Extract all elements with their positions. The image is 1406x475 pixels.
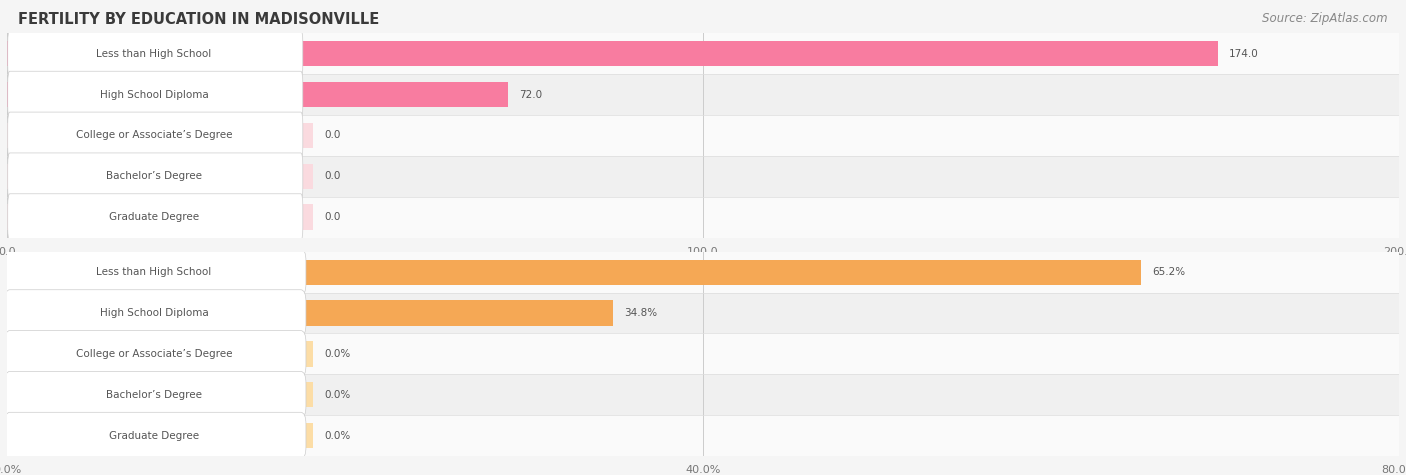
FancyBboxPatch shape — [7, 112, 302, 159]
FancyBboxPatch shape — [7, 194, 302, 240]
Bar — [7, 293, 1399, 333]
Bar — [7, 123, 314, 148]
Text: 174.0: 174.0 — [1229, 48, 1258, 59]
Text: College or Associate’s Degree: College or Associate’s Degree — [76, 349, 232, 359]
Text: College or Associate’s Degree: College or Associate’s Degree — [76, 130, 232, 141]
Bar — [7, 300, 613, 326]
FancyBboxPatch shape — [4, 290, 307, 336]
FancyBboxPatch shape — [4, 412, 307, 459]
Bar — [7, 33, 1399, 74]
Text: Less than High School: Less than High School — [97, 267, 212, 277]
FancyBboxPatch shape — [4, 331, 307, 377]
Bar — [7, 204, 314, 230]
Bar — [7, 163, 314, 189]
FancyBboxPatch shape — [7, 153, 302, 200]
Bar — [7, 374, 1399, 415]
Bar — [7, 423, 314, 448]
Text: Less than High School: Less than High School — [97, 48, 212, 59]
Bar — [7, 74, 1399, 115]
Text: Graduate Degree: Graduate Degree — [108, 430, 200, 441]
Text: 0.0: 0.0 — [325, 130, 340, 141]
Bar — [7, 415, 1399, 456]
Bar — [7, 115, 1399, 156]
FancyBboxPatch shape — [4, 249, 307, 295]
Text: Source: ZipAtlas.com: Source: ZipAtlas.com — [1263, 12, 1388, 25]
Text: Graduate Degree: Graduate Degree — [108, 212, 200, 222]
Text: 72.0: 72.0 — [519, 89, 543, 100]
Bar — [7, 197, 1399, 238]
Text: 34.8%: 34.8% — [624, 308, 657, 318]
Bar — [7, 156, 1399, 197]
Bar — [7, 341, 314, 367]
Bar — [7, 382, 314, 408]
Text: 0.0%: 0.0% — [325, 390, 350, 400]
FancyBboxPatch shape — [4, 371, 307, 418]
Text: High School Diploma: High School Diploma — [100, 89, 208, 100]
Bar — [7, 82, 508, 107]
FancyBboxPatch shape — [7, 71, 302, 118]
Bar — [7, 333, 1399, 374]
Text: 65.2%: 65.2% — [1153, 267, 1185, 277]
FancyBboxPatch shape — [7, 30, 302, 77]
Text: 0.0%: 0.0% — [325, 430, 350, 441]
Text: Bachelor’s Degree: Bachelor’s Degree — [105, 171, 202, 181]
Text: 0.0%: 0.0% — [325, 349, 350, 359]
Bar — [7, 41, 1218, 66]
Bar — [7, 259, 1142, 285]
Text: High School Diploma: High School Diploma — [100, 308, 208, 318]
Text: Bachelor’s Degree: Bachelor’s Degree — [105, 390, 202, 400]
Text: 0.0: 0.0 — [325, 212, 340, 222]
Text: 0.0: 0.0 — [325, 171, 340, 181]
Bar — [7, 252, 1399, 293]
Text: FERTILITY BY EDUCATION IN MADISONVILLE: FERTILITY BY EDUCATION IN MADISONVILLE — [18, 12, 380, 27]
